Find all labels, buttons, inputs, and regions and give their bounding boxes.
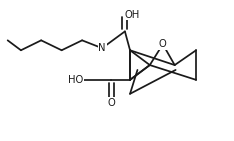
Text: O: O	[108, 98, 115, 108]
Text: N: N	[98, 43, 106, 53]
Text: OH: OH	[125, 9, 140, 19]
Text: O: O	[159, 39, 167, 49]
Text: HO: HO	[69, 75, 84, 85]
